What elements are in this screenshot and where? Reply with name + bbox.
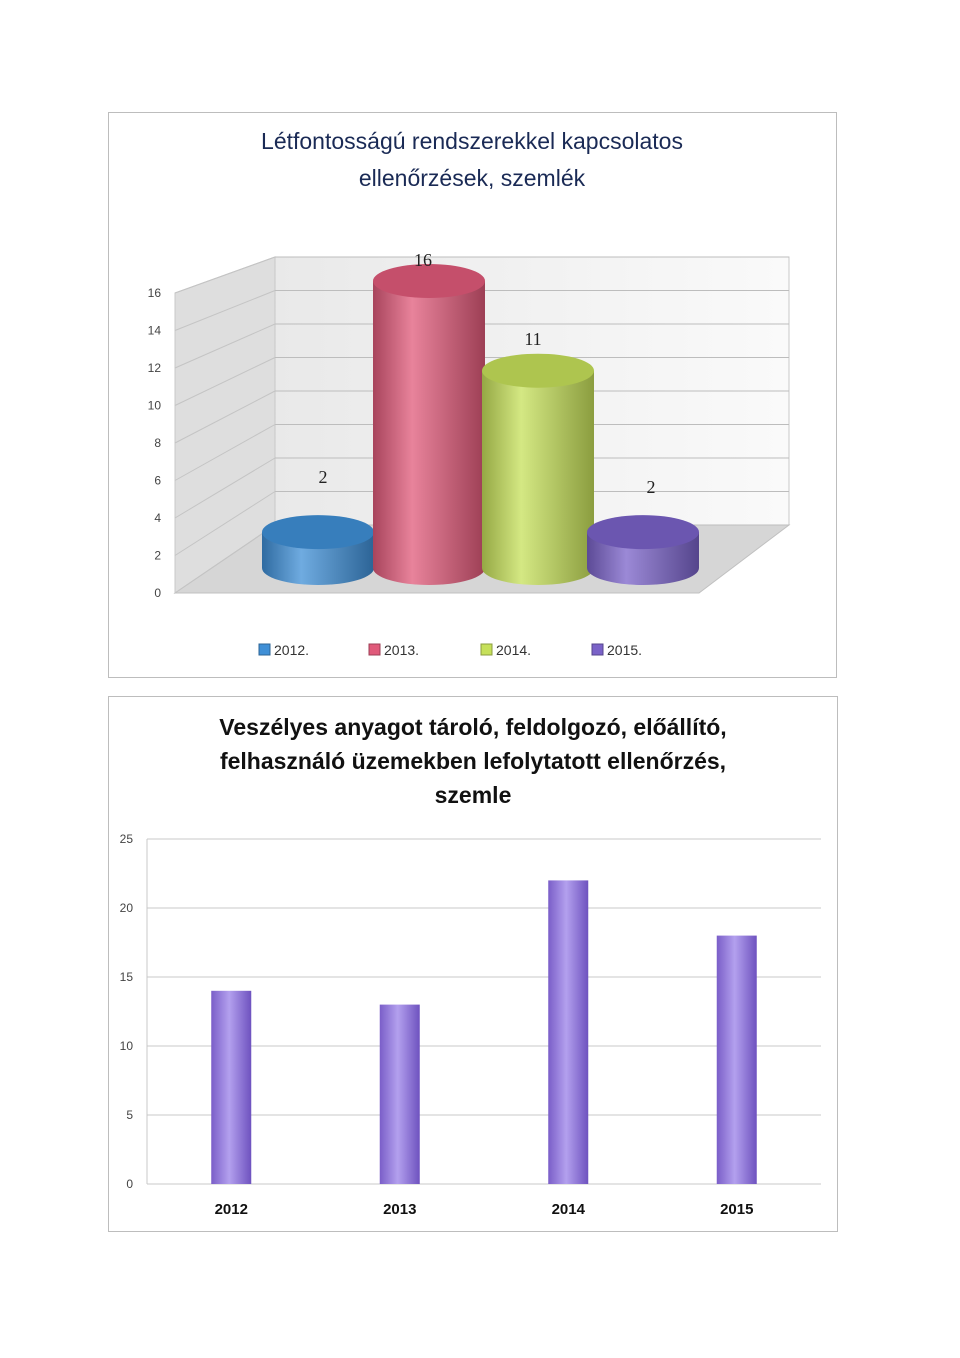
chart-title-line-2: felhasználó üzemekben lefolytatott ellen…: [220, 748, 726, 774]
data-label: 2: [647, 477, 656, 497]
cylinder-chart: Létfontosságú rendszerekkel kapcsolatos …: [148, 128, 791, 658]
bars: [262, 264, 699, 585]
legend-label: 2014.: [496, 642, 531, 658]
y-tick-label: 0: [126, 1177, 133, 1191]
legend-label: 2013.: [384, 642, 419, 658]
y-axis-ticks: 0 2 4 6 8 10 12 14 16: [148, 286, 162, 600]
gridline-side: [174, 256, 276, 294]
x-tick-label: 2014: [552, 1201, 586, 1218]
bar-2014: [548, 880, 589, 1184]
gridline-side: [174, 323, 276, 369]
gridline-side: [174, 491, 276, 556]
chart-title-line-1: Létfontosságú rendszerekkel kapcsolatos: [261, 128, 683, 154]
bar-2015.: [587, 515, 699, 585]
cylinder-body: [373, 281, 485, 585]
y-tick-label: 0: [154, 586, 161, 600]
cylinder-top: [373, 264, 485, 298]
bars: [211, 880, 757, 1184]
y-tick-label: 2: [154, 549, 161, 563]
y-tick-label: 16: [148, 286, 162, 300]
bar-2014.: [482, 353, 594, 585]
cylinder-top: [482, 353, 594, 388]
x-tick-label: 2015: [720, 1201, 753, 1218]
y-tick-label: 10: [148, 399, 162, 413]
gridline-side: [174, 457, 276, 519]
bar-2012.: [262, 515, 374, 585]
bar-2015: [716, 935, 757, 1184]
bar-chart: Veszélyes anyagot tároló, feldolgozó, el…: [120, 714, 821, 1218]
gridlines: [146, 838, 821, 1185]
gridline-side: [174, 290, 276, 331]
cylinder-body: [482, 370, 594, 585]
y-tick-label: 12: [148, 361, 162, 375]
y-tick-label: 6: [154, 474, 161, 488]
y-tick-label: 10: [120, 1039, 134, 1053]
y-tick-label: 5: [126, 1108, 133, 1122]
legend-swatch: [591, 643, 604, 656]
y-tick-label: 15: [120, 970, 134, 984]
legend-swatch: [480, 643, 493, 656]
chart-panel-1: Létfontosságú rendszerekkel kapcsolatos …: [108, 112, 837, 678]
data-labels: 2 16 11 2: [319, 250, 656, 497]
bar-2013.: [373, 264, 485, 585]
y-tick-label: 25: [120, 832, 134, 846]
bar-2012: [211, 990, 252, 1184]
chart-title-line-2: ellenőrzések, szemlék: [359, 165, 586, 191]
legend: 2012. 2013. 2014. 2015.: [258, 642, 642, 658]
gridline-side: [174, 424, 276, 481]
x-tick-label: 2012: [215, 1201, 248, 1218]
y-tick-label: 4: [154, 511, 161, 525]
chart-title-line-3: szemle: [435, 782, 512, 808]
legend-label: 2015.: [607, 642, 642, 658]
data-label: 2: [319, 467, 328, 487]
legend-label: 2012.: [274, 642, 309, 658]
x-axis-labels: 2012 2013 2014 2015: [215, 1201, 754, 1218]
chart-title-line-1: Veszélyes anyagot tároló, feldolgozó, el…: [219, 714, 726, 740]
y-tick-label: 20: [120, 901, 134, 915]
gridline-side: [174, 524, 276, 594]
y-tick-label: 8: [154, 436, 161, 450]
legend-swatch: [368, 643, 381, 656]
gridline-side: [174, 390, 276, 444]
x-tick-label: 2013: [383, 1201, 416, 1218]
y-axis-ticks: 0 5 10 15 20 25: [120, 832, 134, 1191]
bar-2013: [379, 1004, 420, 1184]
data-label: 16: [414, 250, 432, 270]
gridline-side: [174, 357, 276, 406]
cylinder-top: [587, 515, 699, 550]
data-label: 11: [524, 329, 541, 349]
legend-swatch: [258, 643, 271, 656]
cylinder-top: [262, 515, 374, 550]
chart-panel-2: Veszélyes anyagot tároló, feldolgozó, el…: [108, 696, 838, 1232]
y-tick-label: 14: [148, 324, 162, 338]
